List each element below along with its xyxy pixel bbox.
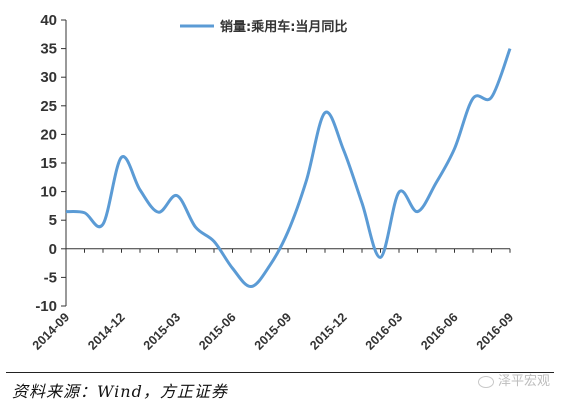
source-divider bbox=[6, 372, 554, 373]
y-tick-label: 20 bbox=[40, 126, 57, 143]
x-tick-label: 2016-03 bbox=[363, 310, 405, 352]
series-line bbox=[65, 48, 512, 289]
y-tick-label: 10 bbox=[40, 184, 57, 201]
y-tick-label: -5 bbox=[44, 269, 57, 286]
legend-label: 销量:乘用车:当月同比 bbox=[220, 19, 347, 35]
x-tick-label: 2014-12 bbox=[85, 310, 127, 352]
wechat-icon bbox=[477, 375, 494, 388]
x-tick-label: 2015-03 bbox=[141, 310, 183, 352]
y-tick-label: 5 bbox=[49, 212, 57, 229]
source-footer: 资料来源：Wind，方正证券 bbox=[0, 372, 562, 406]
y-tick-label: 40 bbox=[40, 12, 57, 29]
x-tick-label: 2015-06 bbox=[196, 310, 238, 352]
source-note: 资料来源：Wind，方正证券 bbox=[12, 382, 228, 401]
x-tick-label: 2015-09 bbox=[252, 310, 294, 352]
y-tick-label: -10 bbox=[35, 298, 57, 315]
watermark: 泽平宏观 bbox=[477, 370, 550, 389]
y-tick-label: 0 bbox=[49, 241, 57, 258]
x-tick-label: 2014-09 bbox=[30, 310, 72, 352]
x-tick-label: 2015-12 bbox=[307, 310, 349, 352]
x-tick-label: 2016-06 bbox=[418, 310, 460, 352]
y-tick-label: 25 bbox=[40, 98, 57, 115]
watermark-text: 泽平宏观 bbox=[497, 374, 550, 389]
y-tick-label: 30 bbox=[40, 69, 57, 86]
y-tick-label: 15 bbox=[40, 155, 57, 172]
y-tick-label: 35 bbox=[40, 41, 57, 58]
x-tick-label: 2016-09 bbox=[474, 310, 516, 352]
